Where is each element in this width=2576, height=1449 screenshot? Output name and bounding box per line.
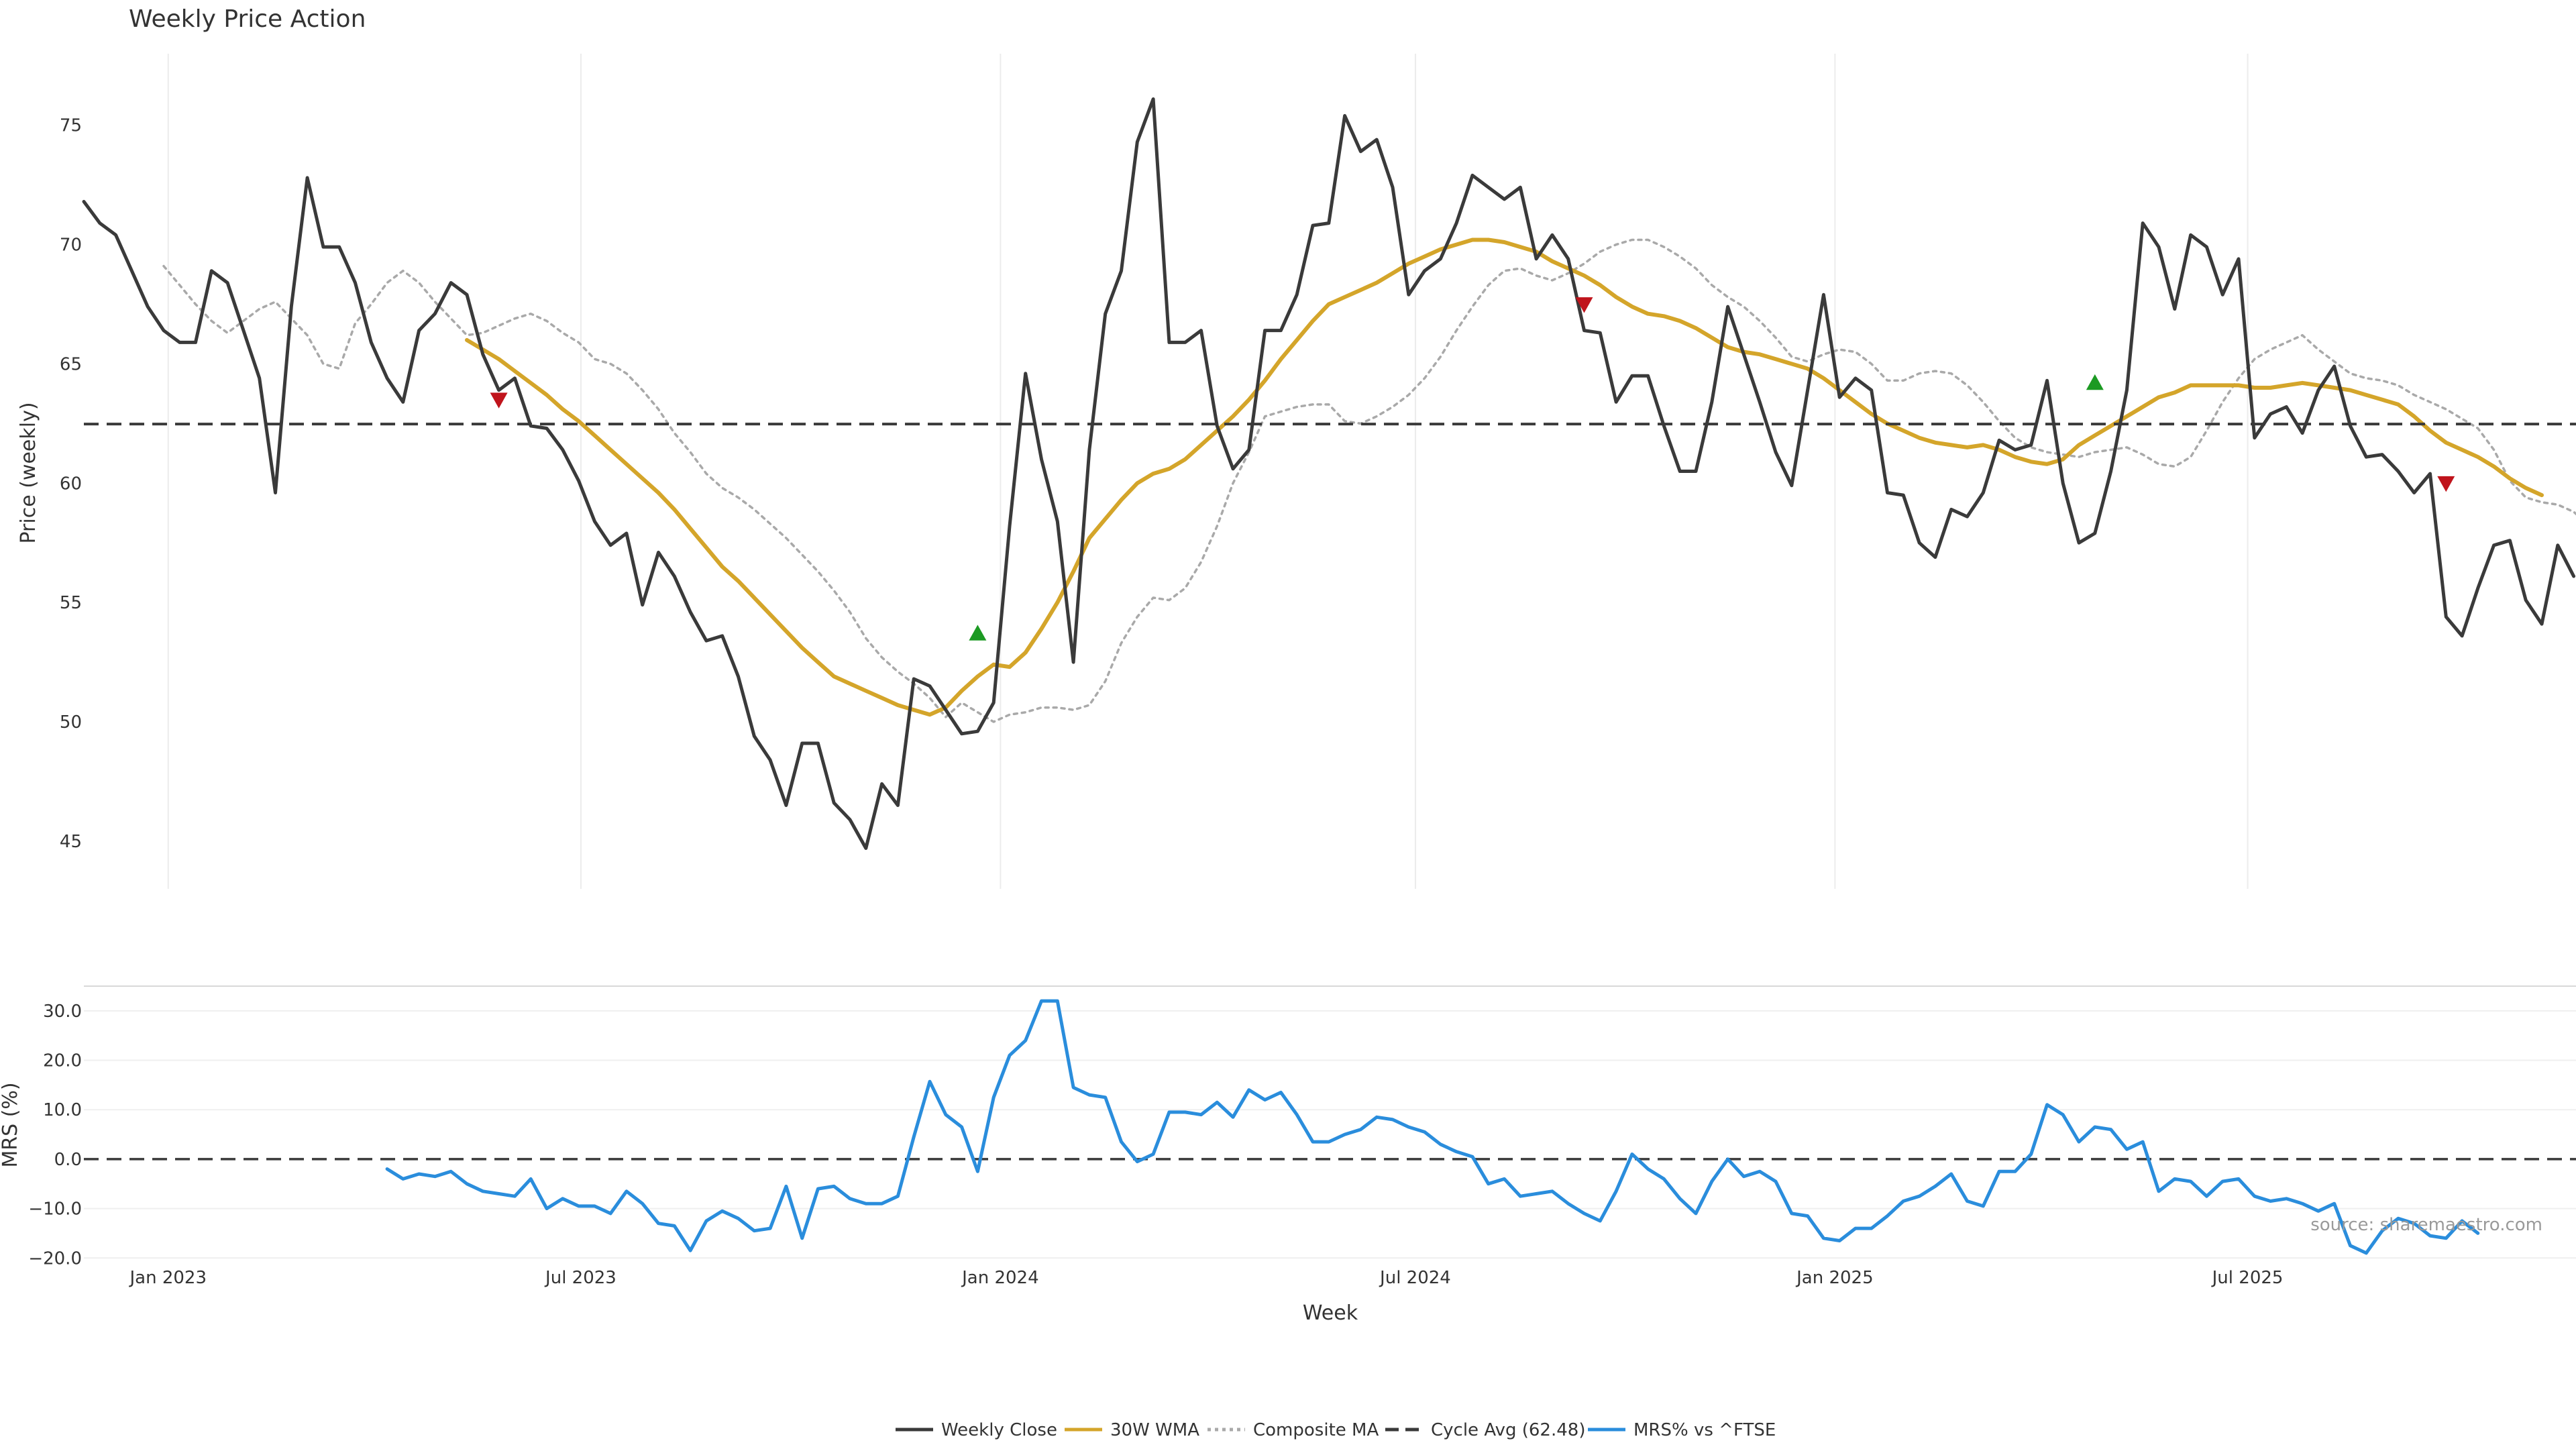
legend-label: Weekly Close [941,1420,1057,1440]
legend-label: Cycle Avg (62.48) [1431,1420,1585,1440]
legend-label: 30W WMA [1110,1420,1199,1440]
mrs-y-tick-label: 20.0 [43,1051,82,1071]
x-axis-label: Week [1303,1301,1358,1325]
legend-weekly-close: Weekly Close [896,1420,1057,1440]
price-vertical-grid [167,54,2249,889]
source-note: source: sharemaestro.com [2310,1215,2542,1235]
sell-signal-marker [2437,476,2455,492]
legend-cycle-avg: Cycle Avg (62.48) [1385,1420,1585,1440]
price-y-tick-label: 45 [60,832,82,852]
chart-legend: Weekly Close 30W WMA Composite MA Cycle Avg… [896,1420,1776,1440]
signal-markers [490,297,2455,641]
mrs-y-tick-label: 0.0 [54,1150,82,1170]
mrs-y-axis-label: MRS (%) [0,1082,22,1167]
sell-signal-marker [490,392,508,409]
price-y-axis-label: Price (weekly) [17,402,40,543]
buy-signal-marker [969,625,987,641]
mrs-y-tick-label: −10.0 [28,1199,82,1220]
mrs-series [84,999,2576,1255]
mrs-y-tick-label: −20.0 [28,1248,82,1269]
x-tick-label: Jan 2023 [129,1268,207,1288]
legend-label: Composite MA [1253,1420,1379,1440]
x-tick-label: Jul 2024 [1379,1268,1451,1288]
legend-composite-ma: Composite MA [1208,1420,1379,1440]
chart-title: Weekly Price Action [129,5,366,33]
mrs-y-ticks: −20.0 −10.0 0.0 10.0 20.0 30.0 [28,1002,82,1269]
mrs-y-tick-label: 10.0 [43,1100,82,1120]
legend-wma-30w: 30W WMA [1065,1420,1199,1440]
x-axis-ticks: Jan 2023 Jul 2023 Jan 2024 Jul 2024 Jan 2025… [129,1268,2284,1288]
x-tick-label: Jan 2025 [1795,1268,1874,1288]
price-y-tick-label: 50 [60,712,82,733]
weekly-close-line [82,97,2576,850]
price-y-tick-label: 60 [60,474,82,494]
composite-ma-line [162,238,2576,723]
x-tick-label: Jan 2024 [961,1268,1039,1288]
legend-mrs: MRS% vs ^FTSE [1588,1420,1776,1440]
price-y-tick-label: 70 [60,235,82,256]
mrs-panel: −20.0 −10.0 0.0 10.0 20.0 30.0 MRS (%) source… [0,985,2576,1269]
price-y-tick-label: 55 [60,593,82,613]
mrs-horizontal-grid [84,1010,2576,1259]
wma-30w-line [465,237,2544,717]
price-y-ticks: 45 50 55 60 65 70 75 [60,116,82,852]
mrs-line [385,999,2480,1255]
price-series [82,97,2576,850]
buy-signal-marker [2086,374,2104,390]
legend-label: MRS% vs ^FTSE [1633,1420,1776,1440]
x-tick-label: Jul 2023 [544,1268,616,1288]
price-panel: 45 50 55 60 65 70 75 Price (weekly) [17,54,2576,889]
sell-signal-marker [1575,297,1593,313]
price-y-tick-label: 65 [60,354,82,374]
x-tick-label: Jul 2025 [2211,1268,2284,1288]
mrs-y-tick-label: 30.0 [43,1002,82,1022]
price-y-tick-label: 75 [60,116,82,136]
